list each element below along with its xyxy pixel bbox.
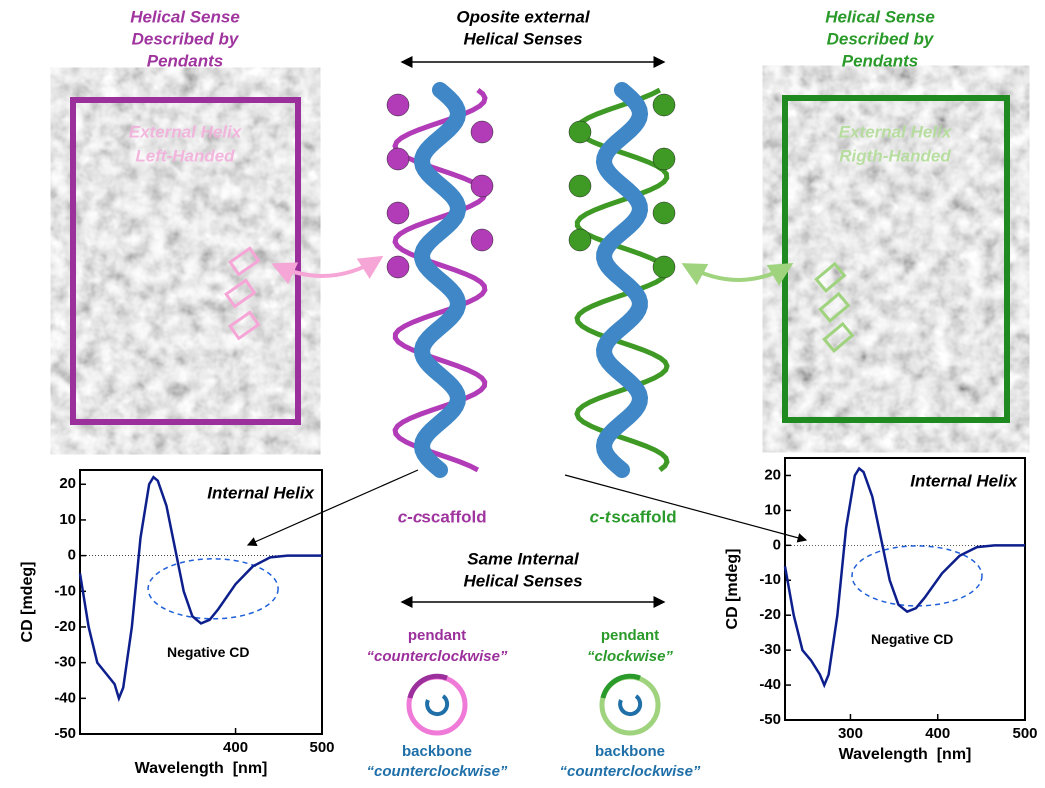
cd-curve <box>785 468 1025 685</box>
y-tick-label: -10 <box>54 582 76 599</box>
y-tick-label: -20 <box>759 606 781 623</box>
y-tick-label: -50 <box>759 711 781 728</box>
x-tick-label: 300 <box>838 725 863 742</box>
label: pendant <box>408 627 466 644</box>
helix-models <box>387 90 675 470</box>
y-tick-label: 0 <box>773 536 781 553</box>
label: c-t <box>590 507 612 526</box>
y-tick-label: 20 <box>764 466 781 483</box>
pendant-sphere <box>471 229 493 251</box>
x-axis-label: Wavelength [nm] <box>135 760 268 777</box>
x-tick-label: 500 <box>1012 725 1037 742</box>
y-axis-label: CD [mdeg] <box>724 549 741 630</box>
label: Helical Senses <box>463 29 582 48</box>
label: Helical Senses <box>463 571 582 590</box>
label: scaffold <box>611 507 676 526</box>
rotation-icons <box>409 676 658 733</box>
x-tick-label: 400 <box>223 739 248 756</box>
y-tick-label: -30 <box>54 654 76 671</box>
cd-curve <box>80 477 322 698</box>
backbone <box>604 90 640 470</box>
label: Same Internal <box>467 549 580 568</box>
y-tick-label: -30 <box>759 641 781 658</box>
label: scaffold <box>421 507 486 526</box>
y-tick-label: -40 <box>54 689 76 706</box>
link-arrow <box>685 265 790 280</box>
pendant-sphere <box>653 148 675 170</box>
label: “counterclockwise” <box>367 763 508 780</box>
label: Described by <box>827 29 935 48</box>
pendant-sphere <box>569 121 591 143</box>
label: “counterclockwise” <box>367 648 508 665</box>
pointer-arrow <box>248 470 418 545</box>
y-axis-label: CD [mdeg] <box>19 562 36 643</box>
pendant-sphere <box>471 121 493 143</box>
pendant-sphere <box>387 148 409 170</box>
note: Negative CD <box>167 644 249 660</box>
label: Rigth-Handed <box>839 146 951 165</box>
pendant-sphere <box>387 256 409 278</box>
backbone-arrow <box>620 696 640 714</box>
label: Helical Sense <box>825 7 935 26</box>
plot-frame <box>785 458 1025 720</box>
label: Pendants <box>147 51 224 70</box>
y-tick-label: 10 <box>59 511 76 528</box>
y-tick-label: 20 <box>59 475 76 492</box>
y-tick-label: -20 <box>54 618 76 635</box>
label: Left-Handed <box>135 146 235 165</box>
backbone-arrow <box>427 696 447 714</box>
y-tick-label: 10 <box>764 501 781 518</box>
label: pendant <box>601 627 659 644</box>
label: c-c <box>398 507 423 526</box>
x-tick-label: 500 <box>309 739 334 756</box>
y-tick-label: -50 <box>54 725 76 742</box>
pendant-sphere <box>569 175 591 197</box>
label: backbone <box>402 743 472 760</box>
label: Helical Sense <box>130 7 240 26</box>
x-axis-label: Wavelength [nm] <box>839 746 972 763</box>
annotation: Internal Helix <box>910 471 1018 490</box>
label: Oposite external <box>456 7 590 26</box>
label: backbone <box>595 743 665 760</box>
pendant-sphere <box>653 94 675 116</box>
label: External Helix <box>129 122 243 141</box>
pendant-sphere <box>387 94 409 116</box>
label: “counterclockwise” <box>560 763 701 780</box>
label: Described by <box>132 29 240 48</box>
pendant-sphere <box>387 202 409 224</box>
figure: Helical Sense Described by Pendants Oposite… <box>0 0 1045 783</box>
note: Negative CD <box>871 631 953 647</box>
y-tick-label: 0 <box>68 547 76 564</box>
pendant-sphere <box>653 202 675 224</box>
pendant-sphere <box>471 175 493 197</box>
y-tick-label: -10 <box>759 571 781 588</box>
pendant-sphere <box>569 229 591 251</box>
highlight-ellipse <box>148 559 278 619</box>
label: External Helix <box>839 122 953 141</box>
x-tick-label: 400 <box>925 725 950 742</box>
plot-frame <box>80 470 322 734</box>
label: “clockwise” <box>587 648 673 665</box>
annotation: Internal Helix <box>207 483 315 502</box>
y-tick-label: -40 <box>759 676 781 693</box>
label: Pendants <box>842 51 919 70</box>
pendant-sphere <box>653 256 675 278</box>
